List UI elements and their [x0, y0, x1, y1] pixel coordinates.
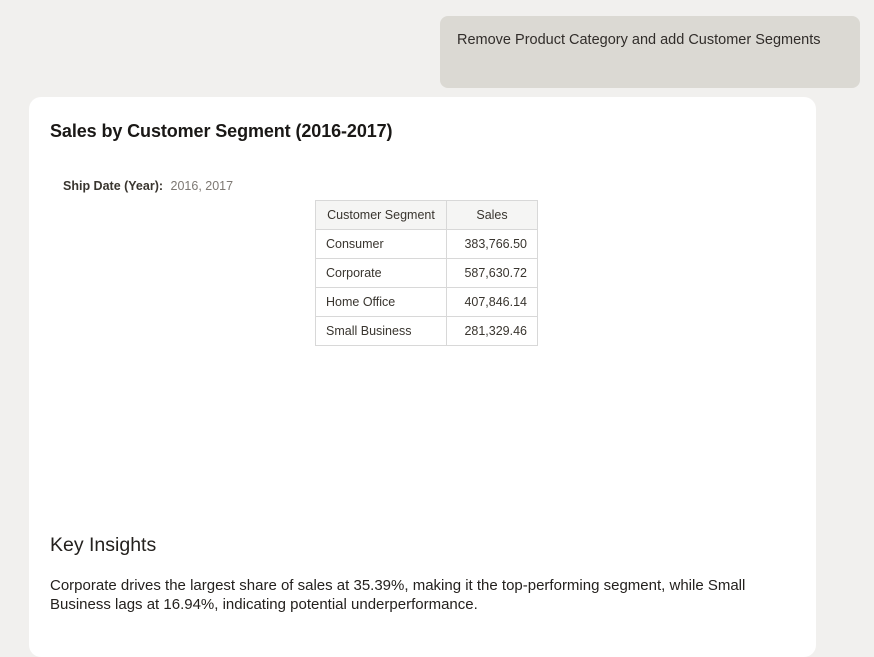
instruction-banner: Remove Product Category and add Customer…	[440, 16, 860, 88]
sales-cell[interactable]: 281,329.46	[446, 316, 538, 346]
column-header-sales[interactable]: Sales	[446, 200, 538, 230]
key-insights-heading: Key Insights	[50, 534, 157, 556]
filter-label: Ship Date (Year):	[63, 179, 164, 193]
table-row[interactable]: Small Business 281,329.46	[315, 316, 538, 346]
sales-cell[interactable]: 407,846.14	[446, 287, 538, 317]
key-insights-text: Corporate drives the largest share of sa…	[50, 577, 746, 613]
filter-value: 2016, 2017	[170, 179, 234, 193]
table-row[interactable]: Home Office 407,846.14	[315, 287, 538, 317]
instruction-banner-text: Remove Product Category and add Customer…	[457, 32, 821, 48]
segment-cell[interactable]: Corporate	[315, 258, 447, 288]
table-row[interactable]: Corporate 587,630.72	[315, 258, 538, 288]
segment-cell[interactable]: Home Office	[315, 287, 447, 317]
filter-summary[interactable]: Ship Date (Year): 2016, 2017	[63, 179, 233, 193]
table-row[interactable]: Consumer 383,766.50	[315, 229, 538, 259]
visualization-title: Sales by Customer Segment (2016-2017)	[50, 121, 393, 141]
column-header-customer-segment[interactable]: Customer Segment	[315, 200, 447, 230]
canvas: Remove Product Category and add Customer…	[29, 16, 860, 657]
table-header-row: Customer Segment Sales	[315, 200, 538, 230]
sales-cell[interactable]: 587,630.72	[446, 258, 538, 288]
sales-table[interactable]: Customer Segment Sales Consumer 383,766.…	[315, 200, 538, 346]
sales-cell[interactable]: 383,766.50	[446, 229, 538, 259]
segment-cell[interactable]: Small Business	[315, 316, 447, 346]
segment-cell[interactable]: Consumer	[315, 229, 447, 259]
dashboard-card[interactable]: Sales by Customer Segment (2016-2017) Sh…	[29, 97, 816, 657]
